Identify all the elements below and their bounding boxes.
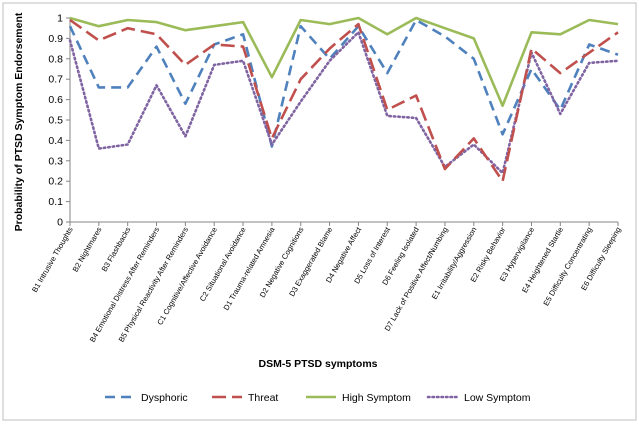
legend-label: Threat xyxy=(248,392,278,404)
y-tick-label: 0.8 xyxy=(48,53,63,65)
y-tick-label: 0 xyxy=(57,217,63,229)
y-tick-label: 0.7 xyxy=(48,74,63,86)
series-group xyxy=(68,16,620,183)
series-line-dysphoric xyxy=(68,18,619,148)
x-axis-title: DSM-5 PTSD symptoms xyxy=(258,358,377,370)
y-tick-label: 0.9 xyxy=(48,33,63,45)
y-tick-label: 0.5 xyxy=(48,115,63,127)
y-tick-label: 0.4 xyxy=(48,135,63,147)
y-tick-label: 0.1 xyxy=(48,196,63,208)
series-line-high-symptom xyxy=(69,16,619,107)
legend-label: High Symptom xyxy=(342,392,411,404)
y-axis-title: Probability of PTSD Symptom Endorsement xyxy=(13,12,25,231)
y-tick-label: 0.6 xyxy=(48,94,63,106)
y-tick-label: 0.2 xyxy=(48,176,63,188)
series-line-threat xyxy=(69,18,619,183)
legend-label: Dysphoric xyxy=(141,392,188,404)
legend-label: Low Symptom xyxy=(464,392,531,404)
y-tick-label: 1 xyxy=(57,13,63,25)
y-axis: 0 0.1 0.2 0.3 0.4 0.5 0.6 0.7 0.8 0.9 1 xyxy=(48,13,71,229)
legend: Dysphoric Threat High Symptom Low Symptom xyxy=(105,392,531,404)
y-tick-label: 0.3 xyxy=(48,155,63,167)
